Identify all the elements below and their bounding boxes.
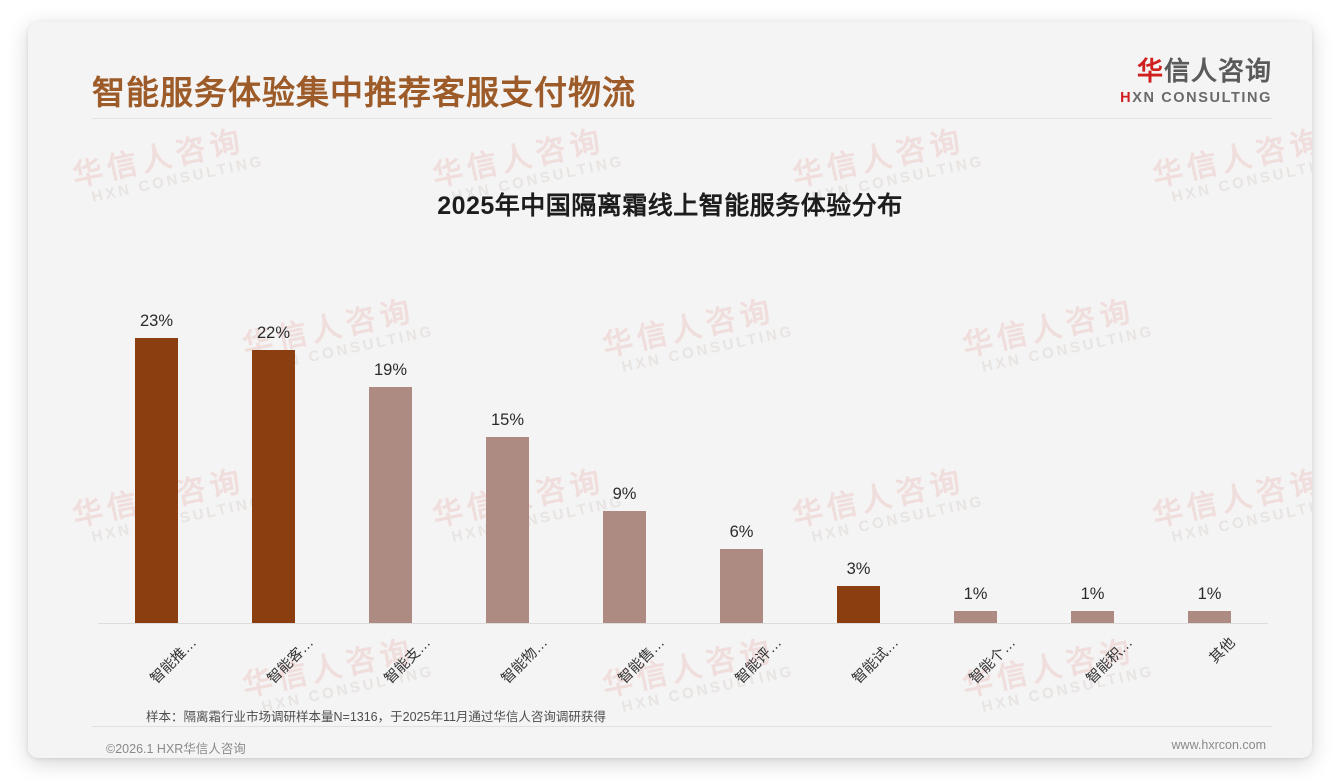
x-axis-tick-label: 智能售…	[615, 634, 668, 688]
bar-value-label: 1%	[1080, 584, 1105, 603]
bar-slot[interactable]: 22%	[215, 246, 332, 623]
bar[interactable]	[954, 610, 997, 623]
brand-name-cn: 华信人咨询	[1120, 58, 1272, 84]
bar[interactable]	[1071, 610, 1114, 623]
brand-name-cn-rest: 信人咨询	[1163, 56, 1272, 86]
bar-slot[interactable]: 1%	[917, 246, 1034, 623]
bar-slot[interactable]: 1%	[1151, 246, 1268, 623]
brand-name-cn-accent: 华	[1136, 56, 1164, 86]
bar-value-label: 9%	[612, 485, 637, 504]
bar[interactable]	[369, 387, 412, 623]
x-label-slot: 智能售…	[566, 626, 683, 712]
bar-slot[interactable]: 23%	[98, 246, 215, 623]
x-axis-tick-label: 智能个…	[966, 634, 1019, 688]
website-url: www.hxrcon.com	[1171, 738, 1266, 752]
brand-name-en-accent: H	[1120, 90, 1133, 106]
brand-name-en-rest: XN CONSULTING	[1132, 90, 1272, 106]
bar[interactable]	[486, 437, 529, 623]
chart-plot-area: 23% 22% 19% 15% 9% 6% 3% 1% 1% 1%	[76, 246, 1278, 624]
bar[interactable]	[135, 337, 178, 623]
brand-logo: 华信人咨询 HXN CONSULTING	[1120, 58, 1272, 106]
bar-series: 23% 22% 19% 15% 9% 6% 3% 1% 1% 1%	[98, 246, 1268, 623]
chart-container: 2025年中国隔离霜线上智能服务体验分布 23% 22% 19% 15% 9% 6% 3% 1…	[28, 118, 1312, 687]
x-axis-tick-label: 智能评…	[732, 634, 785, 688]
x-label-slot: 智能评…	[683, 626, 800, 712]
bar-slot[interactable]: 15%	[449, 246, 566, 623]
brand-name-en: HXN CONSULTING	[1120, 91, 1272, 106]
bar-value-label: 3%	[846, 559, 871, 578]
chart-title: 2025年中国隔离霜线上智能服务体验分布	[437, 192, 903, 220]
bar[interactable]	[1188, 610, 1231, 623]
bar-value-label: 19%	[373, 361, 408, 380]
x-axis-tick-label: 其他	[1206, 634, 1239, 667]
copyright-text: ©2026.1 HXR华信人咨询	[106, 742, 246, 756]
footer-divider	[92, 726, 1272, 727]
bar-slot[interactable]: 19%	[332, 246, 449, 623]
bar-value-label: 15%	[490, 411, 525, 430]
x-label-slot: 智能支…	[332, 626, 449, 712]
x-label-slot: 智能试…	[800, 626, 917, 712]
x-axis-tick-label: 智能物…	[498, 634, 551, 688]
bar-slot[interactable]: 6%	[683, 246, 800, 623]
x-label-slot: 智能积…	[1034, 626, 1151, 712]
x-axis-tick-label: 智能试…	[849, 634, 902, 688]
bar-value-label: 23%	[139, 311, 174, 330]
x-label-slot: 智能物…	[449, 626, 566, 712]
slide-card: 华信人咨询 HXN CONSULTING 华信人咨询 HXN CONSULTING 华信…	[28, 22, 1312, 758]
chart-footnote: 样本：隔离霜行业市场调研样本量N=1316，于2025年11月通过华信人咨询调研…	[146, 710, 606, 724]
bar-slot[interactable]: 1%	[1034, 246, 1151, 623]
bar[interactable]	[837, 585, 880, 623]
x-label-slot: 智能推…	[98, 626, 215, 712]
header-divider	[92, 118, 1272, 119]
bar[interactable]	[603, 511, 646, 623]
page-title: 智能服务体验集中推荐客服支付物流	[92, 74, 636, 111]
bar-slot[interactable]: 9%	[566, 246, 683, 623]
x-axis-tick-label: 智能推…	[147, 634, 200, 688]
slide-footer: ©2026.1 HXR华信人咨询 www.hxrcon.com	[28, 734, 1312, 758]
x-label-slot: 智能个…	[917, 626, 1034, 712]
bar[interactable]	[720, 548, 763, 623]
x-label-slot: 其他	[1151, 626, 1268, 712]
slide-header: 智能服务体验集中推荐客服支付物流 华信人咨询 HXN CONSULTING	[28, 22, 1312, 119]
x-label-slot: 智能客…	[215, 626, 332, 712]
x-axis-tick-label: 智能积…	[1083, 634, 1136, 688]
x-axis-line	[98, 623, 1268, 624]
bar[interactable]	[252, 350, 295, 623]
bar-value-label: 1%	[1197, 584, 1222, 603]
bar-value-label: 6%	[729, 522, 754, 541]
bar-slot[interactable]: 3%	[800, 246, 917, 623]
x-axis-labels: 智能推… 智能客… 智能支… 智能物… 智能售… 智能评… 智能试… 智能个… 智能积… 其他	[76, 626, 1278, 712]
bar-value-label: 1%	[963, 584, 988, 603]
x-axis-tick-label: 智能支…	[381, 634, 434, 688]
x-axis-tick-label: 智能客…	[264, 634, 317, 688]
bar-value-label: 22%	[256, 324, 291, 343]
